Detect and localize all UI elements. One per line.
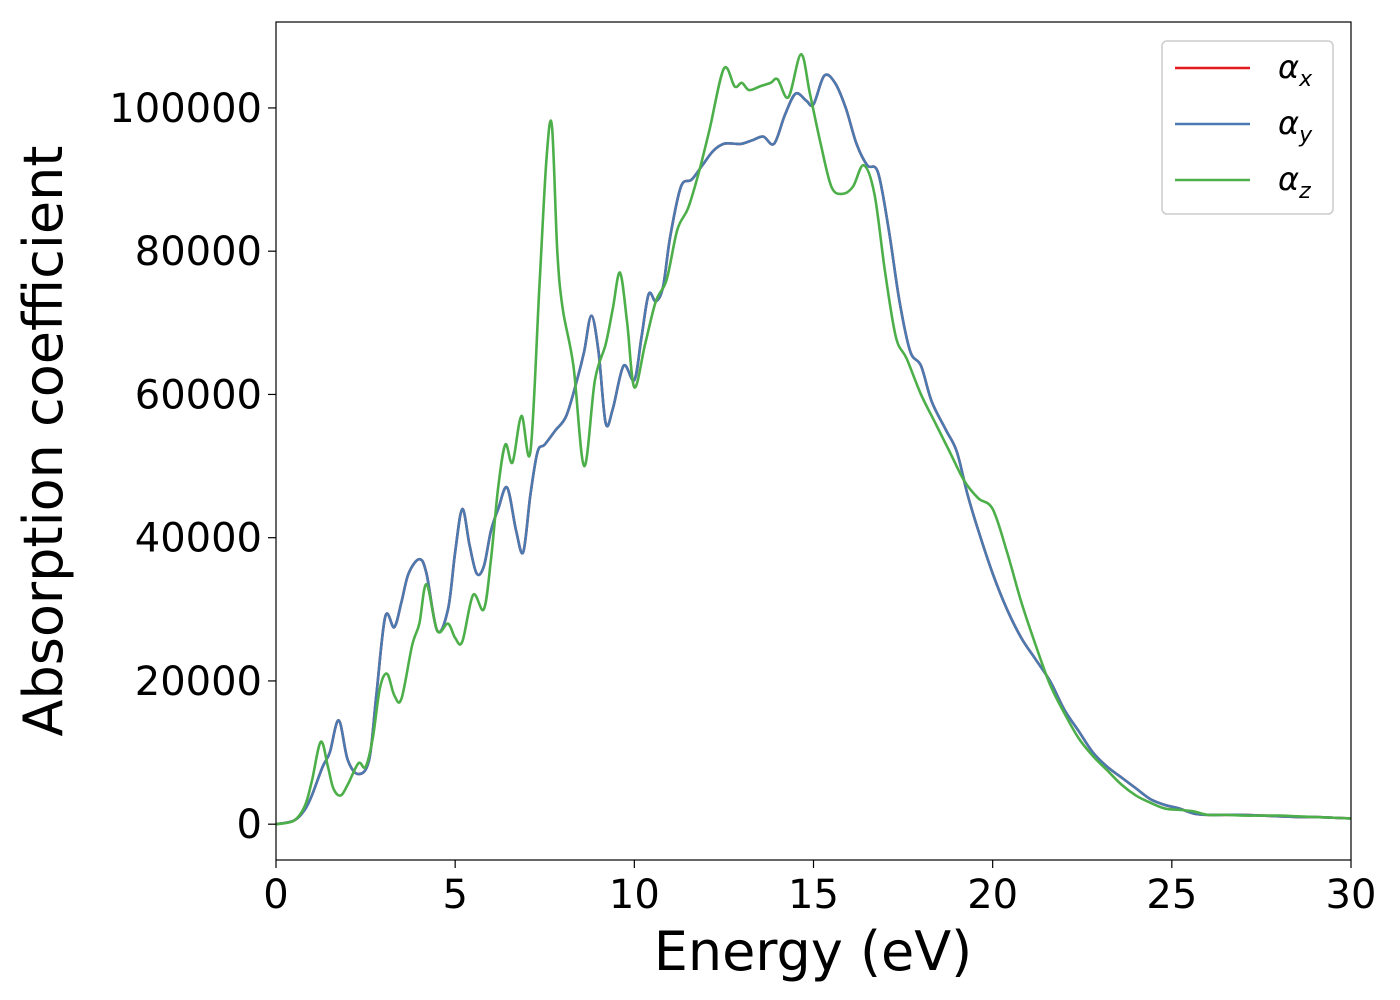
series-layer (276, 52, 1351, 826)
y-tick-label: 60000 (135, 372, 262, 418)
x-tick-label: 25 (1146, 872, 1197, 918)
x-tick-label: 20 (967, 872, 1018, 918)
legend: αx αy αz (1161, 40, 1334, 215)
x-axis: 0 5 10 15 20 25 30 (263, 860, 1376, 918)
y-tick-label: 20000 (135, 659, 262, 705)
legend-label-y: αy (1278, 104, 1313, 148)
series-line-z (276, 52, 1351, 826)
x-tick-label: 30 (1326, 872, 1377, 918)
legend-label-x: αx (1278, 48, 1313, 92)
x-tick-label: 10 (609, 872, 660, 918)
y-axis-label: Absorption coefficient (12, 146, 75, 737)
y-tick-label: 0 (237, 802, 262, 848)
legend-box (1161, 40, 1334, 215)
x-tick-label: 5 (442, 872, 467, 918)
y-tick-label: 100000 (109, 86, 262, 132)
x-tick-label: 0 (263, 872, 288, 918)
legend-label-z: αz (1278, 160, 1311, 204)
x-axis-label: Energy (eV) (654, 920, 973, 983)
y-tick-label: 40000 (135, 516, 262, 562)
y-tick-label: 80000 (135, 229, 262, 275)
x-tick-label: 15 (788, 872, 839, 918)
y-axis: 0 20000 40000 60000 80000 100000 (109, 86, 276, 848)
